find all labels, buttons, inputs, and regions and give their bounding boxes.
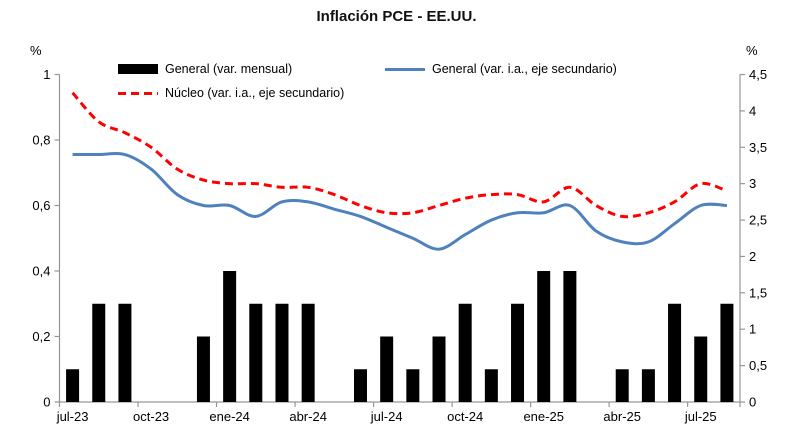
axis-tick-labels: 0 0,2 0,4 0,6 0,8 1 0 0,5 1 1,5 2 2,5 3 3,5 4 4,5 jul-23… <box>32 67 767 424</box>
legend-item-nucleo-interanual: Núcleo (var. i.a., eje secundario) <box>118 85 344 101</box>
bar <box>537 271 551 402</box>
right-axis-tick-label: 3,5 <box>749 140 767 155</box>
legend-label-general-mensual: General (var. mensual) <box>165 62 293 76</box>
bar <box>458 303 472 402</box>
legend-label-general-interanual: General (var. i.a., eje secundario) <box>432 62 617 76</box>
right-axis-tick-label: 0,5 <box>749 358 767 373</box>
right-axis-tick-label: 4 <box>749 103 756 118</box>
x-axis-tick-label: ene-25 <box>523 409 563 424</box>
x-axis-tick-label: oct-23 <box>133 409 169 424</box>
x-axis-tick-label: abr-24 <box>289 409 327 424</box>
chart-title: Inflación PCE - EE.UU. <box>316 8 477 25</box>
bar <box>196 336 210 402</box>
x-axis-tick-label: jul-24 <box>370 409 403 424</box>
left-axis-tick-label: 0,2 <box>32 329 50 344</box>
bar <box>432 336 446 402</box>
axes <box>54 73 745 407</box>
legend-swatch-black-bar <box>118 64 158 74</box>
bar <box>563 271 577 402</box>
bars-general-mensual <box>66 271 734 402</box>
x-axis-tick-label: abr-25 <box>603 409 641 424</box>
bar <box>249 303 263 402</box>
legend-swatch-blue-line <box>385 67 425 71</box>
right-axis-tick-label: 1,5 <box>749 285 767 300</box>
bar <box>66 369 80 402</box>
right-axis-tick-label: 4,5 <box>749 67 767 82</box>
legend-swatch-red-dashed-line <box>118 91 158 95</box>
right-axis-tick-label: 0 <box>749 395 756 410</box>
left-axis-tick-label: 0,6 <box>32 198 50 213</box>
bar <box>641 369 655 402</box>
bar <box>118 303 132 402</box>
bar <box>406 369 420 402</box>
x-axis-tick-label: jul-23 <box>56 409 89 424</box>
axis-lines <box>58 74 741 403</box>
right-axis-unit-label: % <box>746 43 758 58</box>
right-axis-tick-label: 1 <box>749 322 756 337</box>
bar <box>223 271 237 402</box>
bar <box>380 336 394 402</box>
bar <box>694 336 708 402</box>
bar <box>92 303 106 402</box>
line-general-yoy <box>72 151 727 251</box>
legend-item-general-interanual: General (var. i.a., eje secundario) <box>385 61 617 77</box>
bar <box>511 303 525 402</box>
left-axis-unit-label: % <box>30 43 42 58</box>
bar <box>615 369 629 402</box>
bar <box>484 369 498 402</box>
bar <box>353 369 367 402</box>
x-axis-tick-label: oct-24 <box>447 409 483 424</box>
legend-item-general-mensual: General (var. mensual) <box>118 61 292 77</box>
right-axis-tick-label: 2,5 <box>749 213 767 228</box>
left-axis-tick-label: 0,8 <box>32 133 50 148</box>
bar <box>275 303 289 402</box>
left-axis-tick-label: 1 <box>43 67 50 82</box>
left-axis-tick-label: 0 <box>43 395 50 410</box>
bar <box>301 303 315 402</box>
right-axis-tick-label: 3 <box>749 176 756 191</box>
x-axis-tick-label: jul-25 <box>684 409 717 424</box>
line-nucleo-yoy <box>71 91 728 219</box>
x-axis-tick-label: ene-24 <box>209 409 249 424</box>
bar <box>668 303 682 402</box>
legend-label-nucleo-interanual: Núcleo (var. i.a., eje secundario) <box>165 86 345 100</box>
left-axis-tick-label: 0,4 <box>32 264 50 279</box>
bar <box>720 303 734 402</box>
right-axis-tick-label: 2 <box>749 249 756 264</box>
